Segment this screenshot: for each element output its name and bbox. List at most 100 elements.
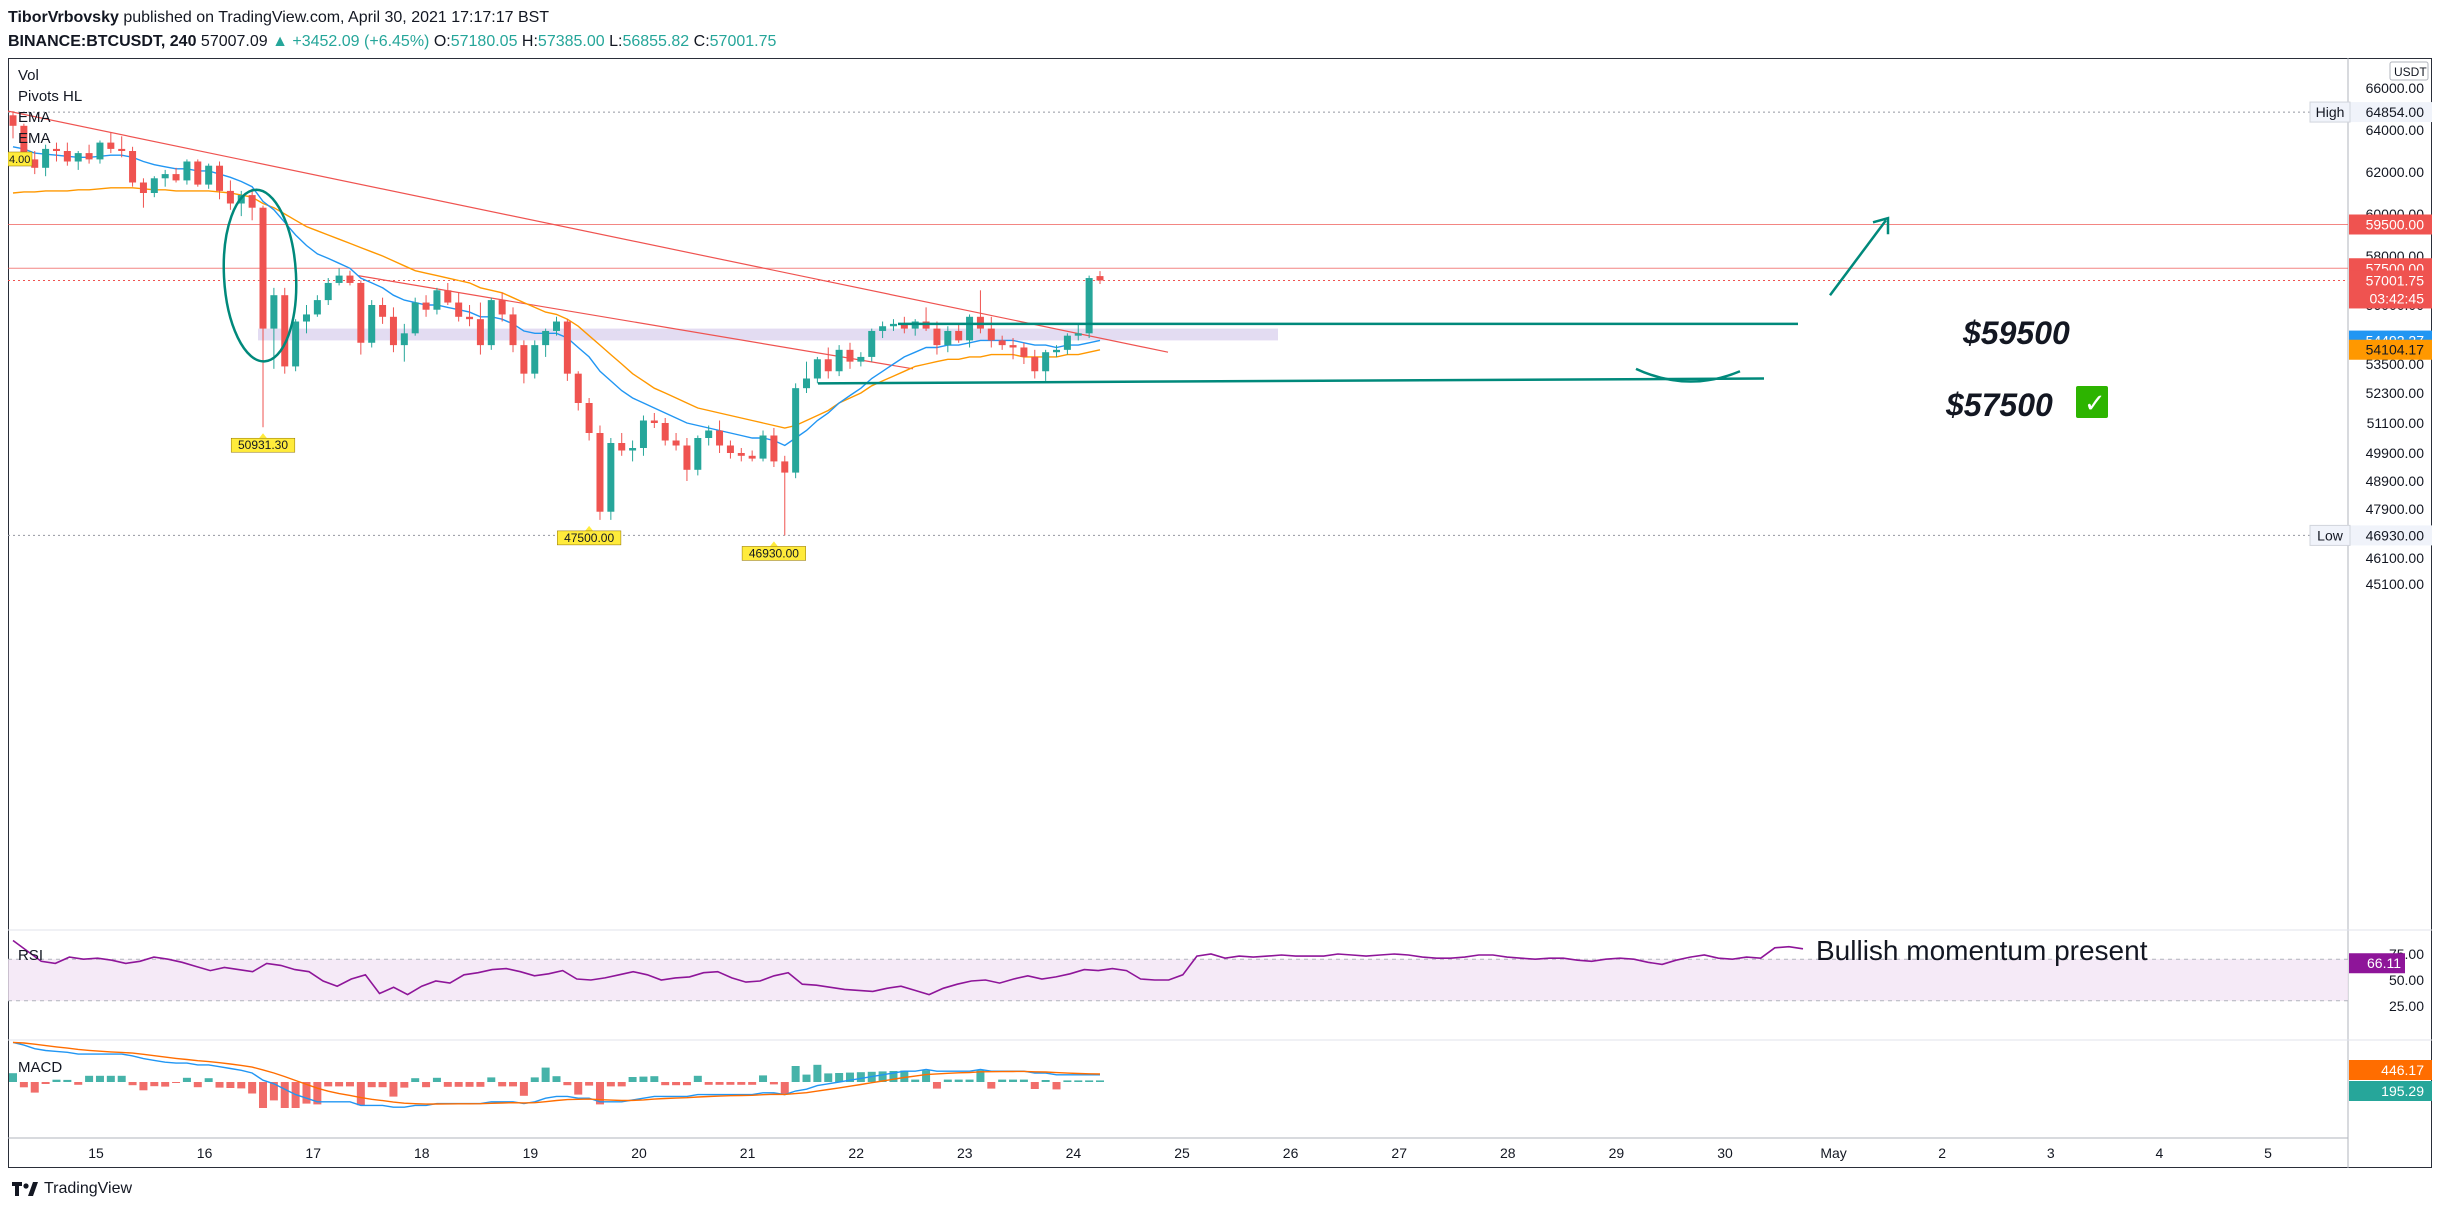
candle-51 bbox=[563, 319, 571, 381]
macd-bar bbox=[965, 1079, 974, 1082]
price-axis-label[interactable]: 51100.00 bbox=[2367, 415, 2425, 431]
candle-body bbox=[726, 445, 734, 453]
target-59500-label[interactable]: $59500 bbox=[1962, 315, 2070, 351]
time-axis-label[interactable]: 2 bbox=[1938, 1145, 1946, 1161]
time-axis-label[interactable]: 29 bbox=[1609, 1145, 1625, 1161]
macd-bar bbox=[791, 1066, 800, 1082]
rsi-value[interactable]: 66.11 bbox=[2367, 955, 2401, 971]
chart-frame[interactable]: 50931.30 47500.00 46930.00 75.00 50.00 25.00… bbox=[7, 58, 2432, 1168]
time-axis-label[interactable]: 25 bbox=[1174, 1145, 1190, 1161]
time-axis-label[interactable]: 18 bbox=[414, 1145, 430, 1161]
price-axis-label[interactable]: 46100.00 bbox=[2366, 550, 2425, 566]
drawing-support bbox=[817, 377, 1765, 385]
legend-ema-1[interactable]: EMA bbox=[18, 109, 51, 126]
price-axis-label[interactable]: 45100.00 bbox=[2366, 576, 2425, 592]
author-name[interactable]: TiborVrbovsky bbox=[8, 9, 119, 26]
time-axis-label[interactable]: May bbox=[1820, 1145, 1846, 1161]
time-axis-label[interactable]: 27 bbox=[1391, 1145, 1407, 1161]
price-axis-label[interactable]: 53500.00 bbox=[2366, 356, 2425, 372]
time-axis-label[interactable]: 4 bbox=[2156, 1145, 2164, 1161]
macd-signal-value[interactable]: 446.17 bbox=[2381, 1062, 2424, 1078]
candle-92 bbox=[1009, 338, 1017, 360]
currency-label: USDT bbox=[2394, 65, 2427, 79]
candle-body bbox=[357, 282, 365, 343]
macd-bar bbox=[715, 1082, 724, 1085]
candle-body bbox=[259, 207, 267, 329]
candle-body bbox=[335, 275, 343, 283]
macd-bar bbox=[74, 1082, 83, 1085]
time-axis-label[interactable]: 26 bbox=[1283, 1145, 1299, 1161]
macd-value[interactable]: 195.29 bbox=[2381, 1083, 2424, 1099]
pivot-pointer bbox=[769, 541, 778, 547]
last-price-value[interactable]: 57001.75 bbox=[2366, 272, 2425, 288]
candle-body bbox=[792, 388, 800, 473]
pivot-label[interactable]: 46930.00 bbox=[749, 546, 799, 560]
macd-bar bbox=[845, 1072, 854, 1082]
last-price-tag bbox=[2349, 270, 2432, 309]
legend-pivots[interactable]: Pivots HL bbox=[18, 88, 82, 105]
countdown-value[interactable]: 03:42:45 bbox=[2370, 290, 2425, 306]
candle-body bbox=[520, 345, 528, 374]
candle-body bbox=[813, 359, 821, 379]
price-axis-label[interactable]: 49900.00 bbox=[2366, 445, 2425, 461]
time-axis-label[interactable]: 24 bbox=[1066, 1145, 1082, 1161]
drawing-arrowhead bbox=[1872, 216, 1890, 235]
candle-body bbox=[672, 440, 680, 446]
price-axis-label[interactable]: 62000.00 bbox=[2366, 164, 2425, 180]
time-axis-label[interactable]: 20 bbox=[631, 1145, 647, 1161]
time-axis-label[interactable]: 17 bbox=[305, 1145, 321, 1161]
candle-body bbox=[379, 305, 387, 317]
low-caption-box bbox=[2309, 524, 2351, 546]
time-axis-label[interactable]: 22 bbox=[848, 1145, 864, 1161]
macd-legend[interactable]: MACD bbox=[18, 1059, 62, 1076]
level-59500-value[interactable]: 59500.00 bbox=[2366, 217, 2425, 233]
pivot-pointer bbox=[585, 525, 594, 531]
time-axis-label[interactable]: 21 bbox=[740, 1145, 756, 1161]
candle-body bbox=[1020, 347, 1028, 357]
time-axis-label[interactable]: 23 bbox=[957, 1145, 973, 1161]
candle-79 bbox=[868, 328, 876, 362]
price-axis-label[interactable]: 64000.00 bbox=[2366, 122, 2425, 138]
chart-header: TiborVrbovsky published on TradingView.c… bbox=[8, 6, 776, 54]
candle-23 bbox=[259, 205, 267, 428]
time-axis-label[interactable]: 19 bbox=[523, 1145, 539, 1161]
macd-bar bbox=[302, 1082, 311, 1104]
price-axis-label[interactable]: 52300.00 bbox=[2366, 385, 2425, 401]
macd-bar bbox=[519, 1082, 528, 1096]
legend-ema-2[interactable]: EMA bbox=[18, 130, 51, 147]
price-axis-label[interactable]: 47900.00 bbox=[2366, 501, 2425, 517]
candle-15 bbox=[172, 167, 180, 183]
trendline-major bbox=[7, 110, 1169, 353]
time-axis-label[interactable]: 28 bbox=[1500, 1145, 1516, 1161]
price-axis-label[interactable]: 48900.00 bbox=[2366, 473, 2425, 489]
footer-brand[interactable]: TradingView bbox=[44, 1180, 133, 1197]
rsi-axis-label[interactable]: 25.00 bbox=[2389, 998, 2424, 1014]
time-axis-label[interactable]: 3 bbox=[2047, 1145, 2055, 1161]
time-axis-label[interactable]: 5 bbox=[2264, 1145, 2272, 1161]
symbol-label[interactable]: BINANCE:BTCUSDT, 240 bbox=[8, 33, 197, 50]
macd-bar bbox=[411, 1078, 420, 1082]
low-value[interactable]: 46930.00 bbox=[2366, 527, 2425, 543]
time-axis-label[interactable]: 16 bbox=[197, 1145, 213, 1161]
candle-25 bbox=[281, 287, 289, 374]
price-axis-label[interactable]: 66000.00 bbox=[2366, 80, 2425, 96]
candle-body bbox=[650, 420, 658, 423]
target-57500-label[interactable]: $57500 bbox=[1945, 387, 2053, 423]
rsi-note-label[interactable]: Bullish momentum present bbox=[1816, 935, 2148, 966]
macd-bar bbox=[628, 1077, 637, 1082]
pivot-label[interactable]: 47500.00 bbox=[564, 531, 614, 545]
currency-badge[interactable] bbox=[2389, 61, 2429, 81]
time-axis-label[interactable]: 30 bbox=[1717, 1145, 1733, 1161]
rsi-axis-label[interactable]: 50.00 bbox=[2389, 972, 2424, 988]
macd-bar bbox=[172, 1082, 181, 1083]
legend-vol[interactable]: Vol bbox=[18, 67, 39, 84]
pivot-label[interactable]: 50931.30 bbox=[238, 438, 288, 452]
time-axis-label[interactable]: 15 bbox=[88, 1145, 104, 1161]
macd-bar bbox=[237, 1082, 246, 1089]
candle-body bbox=[694, 438, 702, 470]
rsi-legend[interactable]: RSI bbox=[18, 947, 43, 964]
ema-slow-value[interactable]: 54104.17 bbox=[2366, 342, 2425, 358]
candle-body bbox=[803, 378, 811, 389]
high-value[interactable]: 64854.00 bbox=[2366, 104, 2425, 120]
